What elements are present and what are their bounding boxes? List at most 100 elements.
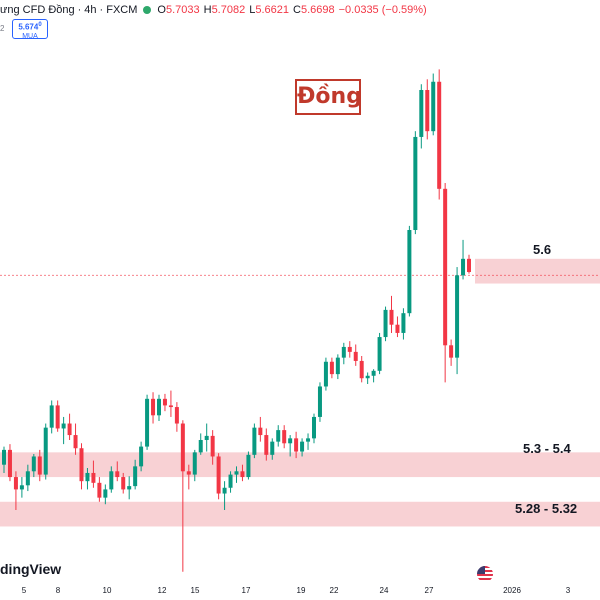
candle[interactable] (312, 413, 316, 444)
candle[interactable] (270, 438, 275, 460)
candle[interactable] (341, 342, 346, 365)
candle[interactable] (216, 453, 221, 500)
candle[interactable] (204, 423, 209, 452)
candle[interactable] (395, 316, 400, 338)
candle[interactable] (67, 413, 72, 440)
candle[interactable] (282, 425, 287, 449)
support-zone[interactable] (475, 258, 600, 284)
candle[interactable] (180, 420, 185, 572)
candle[interactable] (258, 416, 263, 442)
candle[interactable] (109, 466, 114, 493)
candle[interactable] (306, 433, 311, 450)
ohlc-high: H5.7082 (203, 4, 246, 16)
zone-label-5-28-5-32: 5.28 - 5.32 (515, 501, 578, 516)
candle[interactable] (413, 131, 418, 235)
candle[interactable] (371, 369, 376, 383)
candle[interactable] (139, 441, 144, 472)
candle-body (288, 438, 293, 444)
zone-label-5-3-5-4: 5.3 - 5.4 (523, 441, 571, 456)
candle[interactable] (323, 357, 328, 391)
candle[interactable] (85, 468, 90, 490)
candle[interactable] (443, 183, 448, 383)
candle[interactable] (2, 446, 6, 473)
candle[interactable] (7, 444, 12, 482)
candle[interactable] (133, 459, 138, 490)
candle[interactable] (347, 341, 352, 358)
candle[interactable] (335, 354, 340, 380)
candle[interactable] (55, 400, 60, 432)
candle[interactable] (49, 400, 54, 434)
candle[interactable] (228, 471, 233, 493)
candle[interactable] (210, 430, 215, 465)
candle[interactable] (437, 69, 442, 200)
candle[interactable] (19, 477, 24, 498)
candle[interactable] (365, 372, 370, 384)
candle[interactable] (234, 466, 239, 483)
support-zone[interactable] (0, 501, 600, 527)
buy-button[interactable]: 5.6740 MUA (12, 19, 48, 40)
candle[interactable] (115, 461, 120, 482)
separator: · (99, 4, 104, 16)
symbol-name[interactable]: ưng CFD Đồng (0, 4, 75, 16)
candle[interactable] (25, 464, 30, 492)
candle[interactable] (222, 481, 227, 510)
candle-body (7, 449, 12, 478)
candle[interactable] (157, 394, 161, 422)
candle-body (431, 81, 436, 132)
candle[interactable] (151, 392, 156, 424)
candle[interactable] (317, 382, 322, 422)
candle[interactable] (353, 344, 358, 366)
candle[interactable] (419, 84, 424, 149)
candle[interactable] (294, 431, 299, 459)
candle[interactable] (252, 423, 257, 459)
candle[interactable] (329, 357, 334, 379)
candle[interactable] (145, 394, 150, 450)
interval-label[interactable]: 4h (84, 4, 97, 16)
candle[interactable] (37, 449, 42, 482)
support-zone[interactable] (0, 452, 600, 478)
candle[interactable] (264, 428, 269, 461)
candle-body (186, 471, 191, 475)
candle[interactable] (383, 306, 388, 342)
candle[interactable] (13, 471, 18, 510)
candle[interactable] (31, 454, 36, 478)
candle[interactable] (168, 390, 173, 417)
candle[interactable] (455, 267, 460, 375)
candle[interactable] (73, 423, 78, 455)
candle[interactable] (449, 339, 454, 366)
candle[interactable] (79, 443, 84, 490)
market-status-icon (143, 6, 152, 14)
candle[interactable] (407, 225, 412, 317)
candle[interactable] (192, 449, 197, 482)
candle[interactable] (377, 332, 382, 375)
candle[interactable] (103, 484, 108, 505)
candle[interactable] (359, 356, 364, 383)
candle[interactable] (240, 464, 245, 482)
candles (2, 69, 471, 572)
ohlc-open: O5.7033 (157, 4, 200, 16)
candle-body (455, 275, 460, 358)
candle[interactable] (97, 477, 102, 502)
candle-body (174, 407, 179, 424)
candle[interactable] (121, 472, 126, 494)
candle[interactable] (174, 402, 179, 432)
candle[interactable] (186, 464, 191, 490)
candle[interactable] (461, 239, 466, 280)
candle[interactable] (91, 460, 96, 488)
candle[interactable] (300, 438, 305, 457)
candle[interactable] (467, 254, 471, 274)
candle[interactable] (401, 308, 406, 340)
candle[interactable] (288, 435, 293, 457)
candle[interactable] (162, 393, 167, 412)
candle[interactable] (431, 73, 436, 136)
candle[interactable] (127, 476, 132, 500)
candle[interactable] (246, 451, 251, 480)
candle[interactable] (198, 433, 203, 455)
candle[interactable] (276, 425, 281, 447)
candle[interactable] (61, 416, 66, 445)
candle[interactable] (425, 79, 430, 140)
candle[interactable] (389, 295, 394, 333)
candle[interactable] (43, 423, 48, 480)
us-flag-icon[interactable] (477, 566, 493, 582)
